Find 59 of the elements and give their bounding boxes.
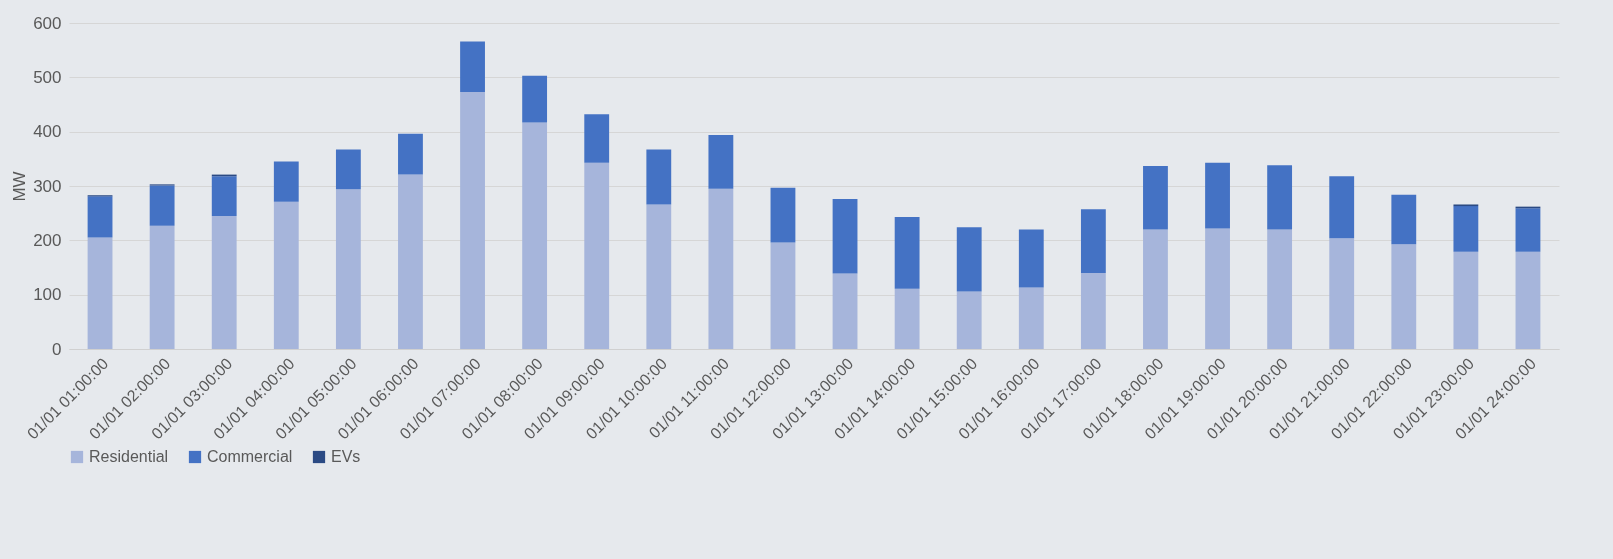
bar <box>1205 162 1230 229</box>
bar <box>1267 229 1293 349</box>
bar <box>1391 194 1417 245</box>
bar <box>708 188 734 349</box>
y-tick-label: 200 <box>33 230 62 250</box>
bar <box>398 133 423 175</box>
y-tick-label: 300 <box>33 176 62 196</box>
bar <box>1080 209 1106 273</box>
bar <box>1453 251 1479 349</box>
bar <box>1080 272 1106 349</box>
bar <box>1018 287 1044 349</box>
bar <box>1205 228 1230 349</box>
y-tick-label: 0 <box>52 339 62 359</box>
legend-label: Residential <box>89 448 169 465</box>
y-tick-label: 400 <box>33 122 62 142</box>
bar <box>584 114 610 163</box>
bar <box>1329 238 1355 349</box>
bar <box>335 189 361 349</box>
bar <box>1515 208 1541 252</box>
bar <box>956 227 982 292</box>
bar <box>211 215 237 349</box>
bar <box>1143 165 1168 230</box>
bar <box>1515 251 1541 349</box>
bar <box>522 122 548 349</box>
bar <box>584 162 610 349</box>
bar <box>522 75 548 123</box>
bar <box>398 174 423 349</box>
bar <box>894 216 920 289</box>
bar <box>646 204 672 349</box>
bar <box>460 92 485 349</box>
bar <box>273 201 299 349</box>
bar <box>1143 229 1168 349</box>
bar <box>646 149 672 205</box>
bar <box>87 237 113 349</box>
y-tick-label: 500 <box>33 67 62 87</box>
bar <box>149 225 175 349</box>
bar <box>832 273 858 349</box>
bar <box>956 291 982 349</box>
bar <box>149 185 175 226</box>
legend-label: EVs <box>331 448 361 465</box>
bar <box>87 196 113 238</box>
bar <box>1453 206 1479 252</box>
bar <box>894 288 920 349</box>
legend-label: Commercial <box>207 448 293 465</box>
bar <box>1018 229 1044 288</box>
bar <box>335 149 361 190</box>
bar <box>832 199 858 274</box>
bar <box>1267 165 1293 230</box>
bar <box>211 176 237 216</box>
y-axis-title: MW <box>10 171 30 202</box>
y-tick-label: 600 <box>33 13 62 33</box>
bar <box>460 41 485 92</box>
bar <box>1391 244 1417 349</box>
bar <box>273 161 299 202</box>
bar <box>770 242 796 349</box>
bar <box>708 134 734 189</box>
y-tick-label: 100 <box>33 285 62 305</box>
bar <box>1329 176 1355 239</box>
bar <box>770 187 796 243</box>
